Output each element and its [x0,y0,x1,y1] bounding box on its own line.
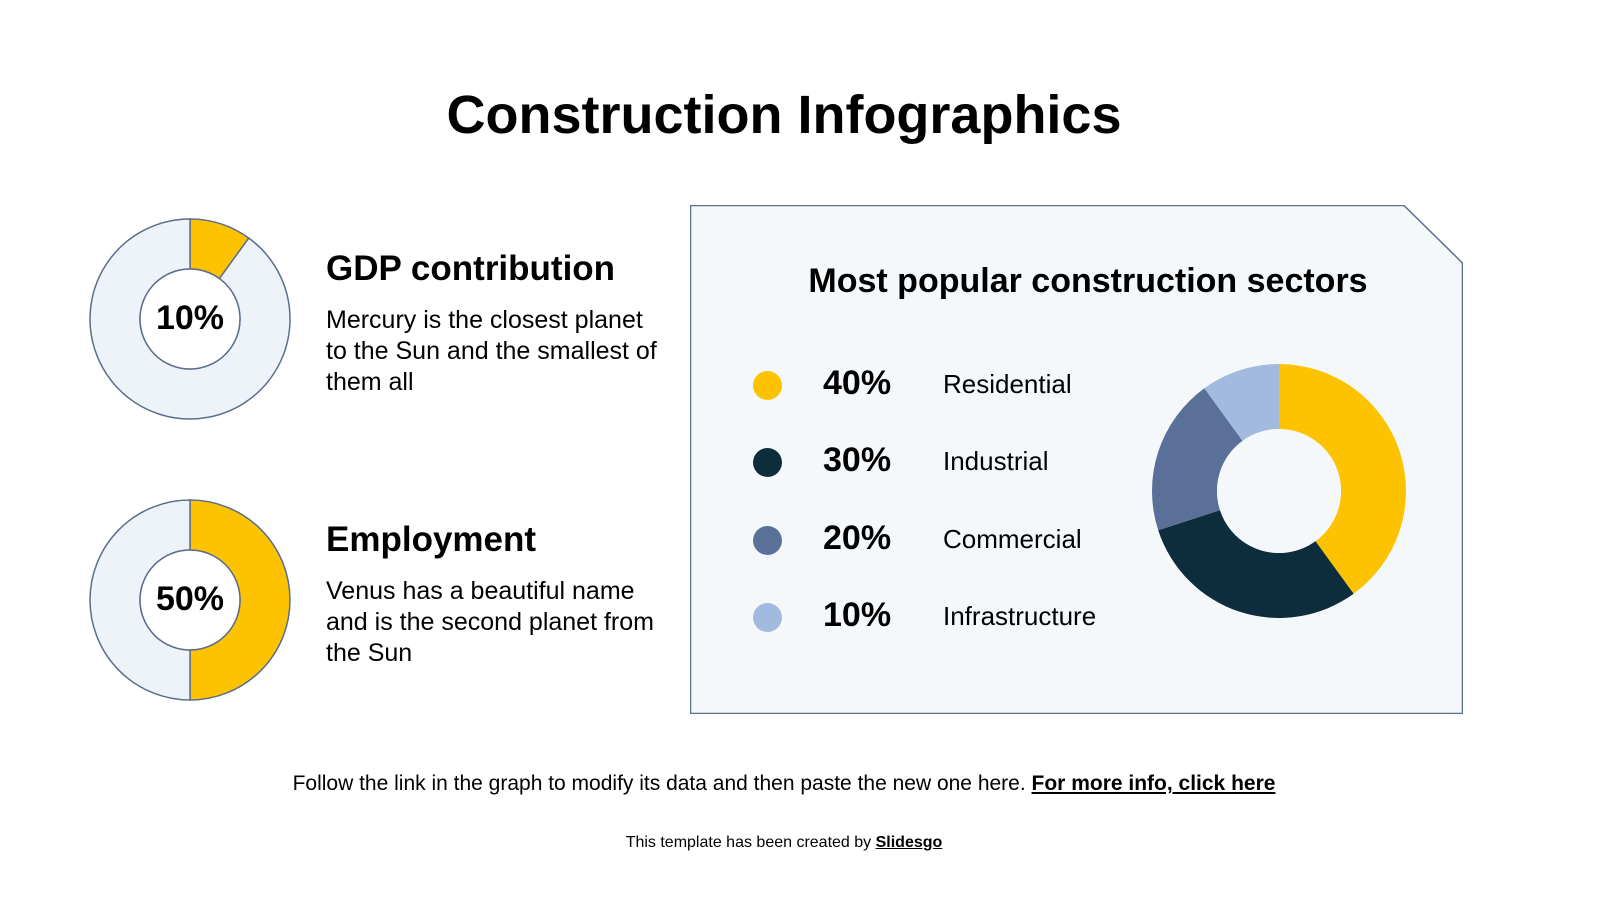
sectors-donut-chart [1152,364,1406,618]
legend-name-industrial: Industrial [943,446,1049,476]
donut-hole [139,549,241,651]
employment-description: Venus has a beautiful name and is the se… [326,577,654,667]
legend-name-commercial: Commercial [943,524,1082,554]
employment-donut-chart [89,499,291,701]
legend-name-residential: Residential [943,369,1072,399]
sectors-title: Most popular construction sectors [808,262,1368,300]
legend-dot-residential [753,371,782,400]
legend-pct-industrial: 30% [823,441,892,479]
employment-title: Employment [326,520,537,559]
donut-hole [139,268,241,370]
page-title: Construction Infographics [446,85,1122,145]
donut-slice-industrial [1158,510,1354,618]
legend-pct-commercial: 20% [823,519,892,557]
gdp-donut-chart [89,218,291,420]
legend-pct-residential: 40% [823,364,892,402]
donut-slice-residential [1279,364,1406,594]
gdp-description: Mercury is the closest planet to the Sun… [326,306,657,396]
legend-dot-industrial [753,448,782,477]
footnote-text: Follow the link in the graph to modify i… [292,772,1032,795]
legend-name-infrastructure: Infrastructure [943,601,1097,631]
donut-slice-commercial [1152,388,1243,531]
slidesgo-link[interactable]: Slidesgo [875,834,943,851]
footnote: Follow the link in the graph to modify i… [0,772,1568,796]
legend-dot-commercial [753,526,782,555]
donut-slice-infrastructure [1204,364,1279,441]
employment-donut-label: 50% [155,580,225,618]
donut-hole [1217,429,1341,553]
gdp-title: GDP contribution [326,249,616,288]
legend-pct-infrastructure: 10% [823,596,892,634]
credit-text: This template has been created by [625,834,876,851]
more-info-link[interactable]: For more info, click here [1031,772,1276,795]
legend-dot-infrastructure [753,603,782,632]
credit: This template has been created by Slides… [0,834,1568,852]
gdp-donut-label: 10% [155,299,225,337]
